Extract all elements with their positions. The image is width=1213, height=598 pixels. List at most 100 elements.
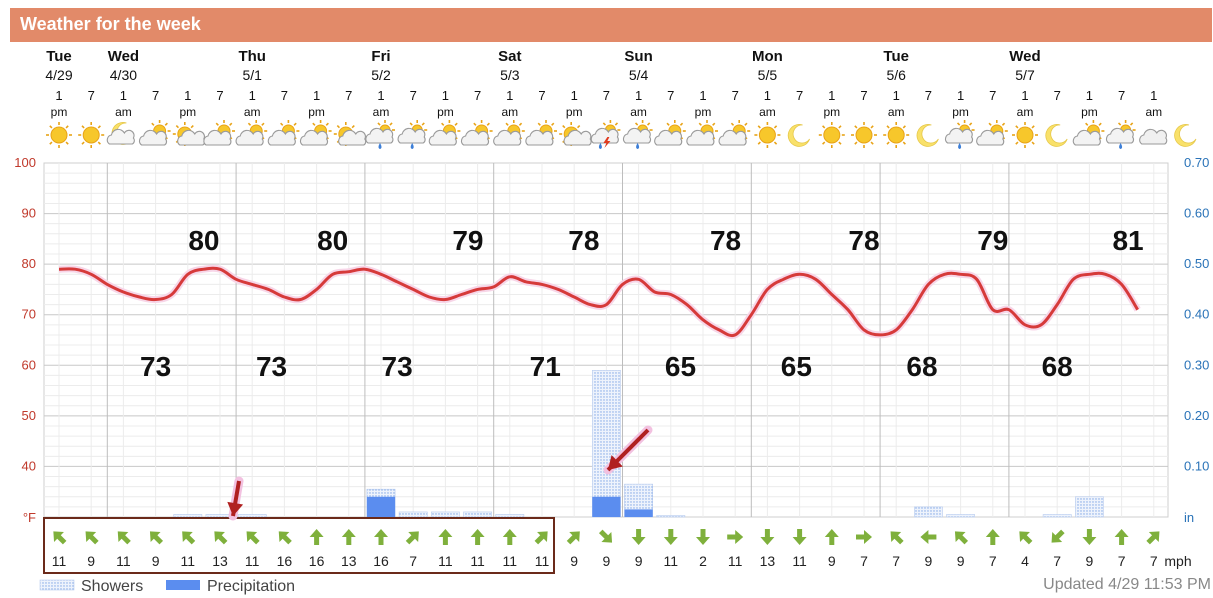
wind-arrow-icon [760, 529, 775, 545]
cloud-shape [428, 129, 457, 146]
hour-label: 1 [184, 88, 191, 103]
cloud-shape [365, 127, 394, 144]
sun-ray [634, 122, 639, 126]
annotations [43, 425, 653, 574]
wind-speed-label: 16 [277, 553, 293, 569]
wind-speed-label: 13 [760, 553, 776, 569]
wind-arrow-shape [696, 529, 710, 545]
wind-speed-label: 9 [957, 553, 965, 569]
hour-label: 1 [506, 88, 513, 103]
sun-cloud-icon [333, 122, 367, 146]
moon-shape [916, 124, 939, 147]
moon-shape [1045, 124, 1068, 147]
sun-ray [902, 125, 906, 129]
cloud-shape [338, 129, 367, 146]
sun-ray [822, 141, 826, 145]
showers-legend-label: Showers [81, 578, 143, 595]
sun-disc [758, 126, 776, 144]
wind-arrow-icon [566, 531, 580, 545]
sun-icon [46, 122, 72, 148]
cloud-shape [1139, 128, 1168, 145]
wind-speed-label: 13 [212, 553, 228, 569]
hour-label: 1 [699, 88, 706, 103]
hour-label: 7 [860, 88, 867, 103]
temp-tick-label: 50 [22, 408, 36, 423]
wind-speed-label: 11 [245, 553, 260, 569]
sun-cloud-icon [172, 122, 206, 146]
shower-bar [495, 514, 525, 518]
rain-drop [958, 143, 962, 149]
wind-arrow-icon [824, 529, 839, 545]
rain-drop [598, 143, 602, 149]
hour-label: 7 [152, 88, 159, 103]
precip-tick-label: 0.60 [1184, 206, 1209, 221]
sun-ray [389, 122, 393, 126]
day-name: Mon [752, 48, 783, 65]
callout-arrow-icon [603, 425, 653, 475]
ampm-label: am [759, 105, 776, 119]
hour-label: 1 [1150, 88, 1157, 103]
day-date: 5/1 [242, 67, 262, 83]
temp-axis-label: °F [23, 510, 36, 525]
wind-arrow-shape [341, 529, 356, 545]
wind-arrow-icon [598, 529, 613, 543]
sun-ray [870, 125, 874, 129]
sun-ray [698, 122, 702, 126]
wind-arrow-icon [405, 531, 419, 545]
cloud-rain-icon [1105, 120, 1136, 149]
shower-bar [1042, 514, 1072, 518]
partly-cloudy-icon [138, 120, 171, 146]
ampm-label: pm [952, 105, 969, 119]
ampm-label: pm [51, 105, 68, 119]
wind-arrow-shape [954, 531, 969, 545]
wind-arrow-icon [1051, 529, 1065, 543]
cloud-shape [203, 129, 232, 146]
wind-speed-label: 11 [116, 553, 131, 569]
wind-speed-label: 9 [152, 553, 160, 569]
hour-label: 7 [216, 88, 223, 103]
wind-arrow-shape [1146, 531, 1160, 545]
temp-tick-label: 90 [22, 206, 36, 221]
wind-speed-label: 11 [181, 553, 196, 569]
high-temp-label: 78 [568, 225, 599, 256]
wind-arrow-icon [374, 529, 388, 545]
sun-ray [1031, 141, 1035, 145]
wind-arrow-shape [985, 529, 1000, 545]
wind-speed-label: 11 [438, 553, 453, 569]
sun-cloud-icon [559, 122, 592, 146]
ampm-label: am [501, 105, 518, 119]
wind-arrow-shape [246, 531, 260, 545]
ampm-label: pm [179, 105, 196, 119]
wind-arrow-icon [534, 531, 548, 545]
wind-arrow-icon [502, 529, 517, 545]
wind-arrow-shape [85, 531, 99, 545]
arrow-head [227, 501, 244, 516]
sun-ray [312, 122, 316, 126]
page-title: Weather for the week [20, 14, 201, 34]
moon-icon [1174, 124, 1197, 147]
partly-cloudy-icon [493, 120, 525, 146]
wind-unit-label: mph [1164, 553, 1191, 569]
wind-arrow-shape [920, 530, 937, 544]
wind-speed-label: 11 [52, 553, 67, 569]
day-name: Wed [1009, 48, 1040, 65]
low-temp-label: 71 [530, 351, 561, 382]
rain-drop [1119, 143, 1123, 149]
sun-ray [81, 141, 85, 145]
hour-label: 1 [1021, 88, 1028, 103]
wind-arrow-shape [1051, 529, 1065, 543]
day-date: 5/2 [371, 67, 391, 83]
wind-arrow-icon [149, 531, 164, 545]
wind-arrow-shape [53, 531, 67, 545]
wind-arrow-shape [727, 530, 744, 544]
partly-cloudy-icon [235, 120, 268, 146]
sun-icon [78, 122, 105, 148]
wind-speed-label: 7 [860, 553, 868, 569]
sun-ray [261, 122, 265, 126]
high-temp-label: 78 [848, 225, 879, 256]
temp-tick-label: 80 [22, 256, 36, 271]
condition-icons [46, 120, 1197, 149]
sun-ray [518, 122, 523, 126]
shower-bar [173, 514, 203, 518]
wind-arrow-shape [824, 529, 839, 545]
